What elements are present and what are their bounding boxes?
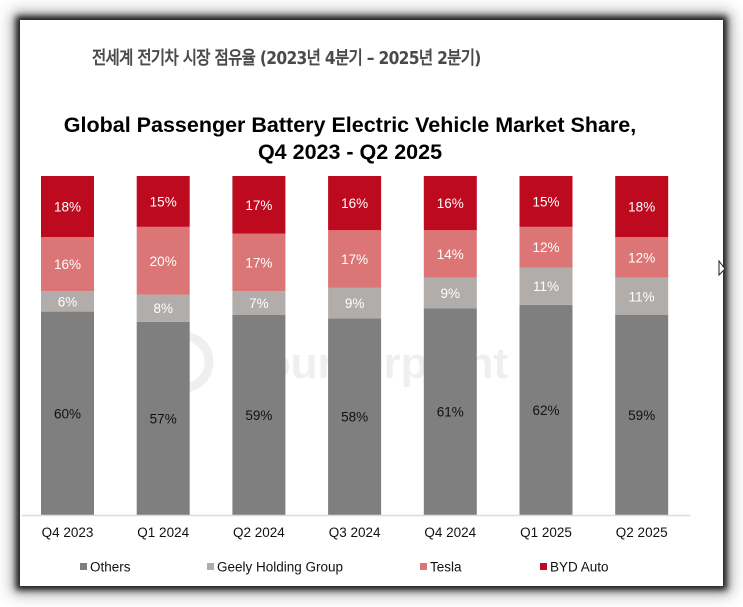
bar-segment-tesla <box>328 230 382 288</box>
bar-segment-byd-auto <box>41 176 94 238</box>
legend-swatch-byd-auto <box>540 563 547 570</box>
bar-segment-byd-auto <box>615 176 669 238</box>
x-tick-label: Q2 2024 <box>233 525 285 540</box>
legend-label-geely-holding-group: Geely Holding Group <box>217 560 343 575</box>
data-label-tesla: 17% <box>245 255 272 270</box>
bar-segment-tesla <box>232 233 286 292</box>
x-tick-label: Q1 2024 <box>137 525 189 540</box>
bar-segment-geely-holding-group <box>328 287 382 319</box>
data-label-geely-holding-group: 11% <box>629 289 655 304</box>
bar-segment-byd-auto <box>423 176 477 231</box>
legend-label-byd-auto: BYD Auto <box>550 560 609 575</box>
data-label-others: 59% <box>245 408 272 423</box>
data-label-others: 60% <box>54 406 81 421</box>
data-label-others: 61% <box>437 405 464 420</box>
bar-segment-tesla <box>136 226 190 295</box>
legend-label-others: Others <box>90 560 131 575</box>
data-label-tesla: 17% <box>341 252 368 267</box>
data-label-byd-auto: 18% <box>628 200 655 215</box>
data-label-tesla: 12% <box>532 240 559 255</box>
bar-segment-geely-holding-group <box>519 267 573 305</box>
bar-segment-tesla <box>41 237 94 292</box>
bar-segment-others <box>232 314 286 515</box>
bar-segment-geely-holding-group <box>41 291 94 312</box>
data-label-others: 57% <box>150 411 177 426</box>
bar-segment-others <box>136 321 190 515</box>
bar-segment-geely-holding-group <box>423 277 477 309</box>
x-tick-label: Q2 2025 <box>616 525 668 540</box>
data-label-others: 59% <box>628 408 655 423</box>
bar-segment-tesla <box>615 237 669 278</box>
data-label-tesla: 14% <box>437 247 464 262</box>
bar-segment-geely-holding-group <box>615 277 669 315</box>
data-label-tesla: 20% <box>150 254 177 269</box>
bar-segment-byd-auto <box>328 176 382 231</box>
legend-swatch-others <box>80 563 87 570</box>
legend-swatch-geely-holding-group <box>207 563 214 570</box>
data-label-geely-holding-group: 8% <box>153 301 173 316</box>
bar-segment-others <box>41 311 94 515</box>
x-tick-labels: Q4 2023 Q1 2024 Q2 2024 Q3 2024 Q4 2024 Q1 20… <box>42 525 668 540</box>
data-label-others: 62% <box>532 403 559 418</box>
bar-segment-others <box>328 318 382 515</box>
bars-layer: 60% 6% 16% 18% 57% 8% 20% 15% 59% 7% 17% 17% 58% 9% 17… <box>41 176 669 515</box>
legend-swatch-tesla <box>420 563 427 570</box>
data-label-others: 58% <box>341 410 368 425</box>
data-label-geely-holding-group: 9% <box>345 296 365 311</box>
data-label-byd-auto: 15% <box>532 194 559 209</box>
bar-segment-tesla <box>423 230 477 278</box>
mouse-cursor-icon <box>718 260 726 277</box>
data-label-byd-auto: 16% <box>437 196 464 211</box>
chart-title-line1: Global Passenger Battery Electric Vehicl… <box>63 113 637 137</box>
bar-segment-others <box>423 308 477 515</box>
bar-segment-others <box>615 314 669 515</box>
bar-segment-others <box>519 304 573 515</box>
korean-title: 전세계 전기차 시장 점유율 (2023년 4분기 – 2025년 2분기) <box>92 48 481 69</box>
data-label-byd-auto: 17% <box>245 198 272 213</box>
data-label-tesla: 12% <box>628 250 655 265</box>
data-label-tesla: 16% <box>54 257 81 272</box>
bar-segment-geely-holding-group <box>136 294 190 322</box>
bar-segment-byd-auto <box>136 176 190 227</box>
data-label-geely-holding-group: 11% <box>533 279 559 294</box>
legend-label-tesla: Tesla <box>430 560 462 575</box>
data-label-geely-holding-group: 7% <box>249 296 269 311</box>
data-label-byd-auto: 18% <box>54 200 81 215</box>
chart-title-line2: Q4 2023 - Q2 2025 <box>257 140 443 164</box>
data-label-geely-holding-group: 9% <box>441 286 461 301</box>
bar-segment-geely-holding-group <box>232 291 286 315</box>
data-label-byd-auto: 15% <box>150 194 177 209</box>
x-tick-label: Q3 2024 <box>329 525 381 540</box>
legend: Others Geely Holding Group Tesla BYD Auto <box>80 560 609 575</box>
x-tick-label: Q4 2023 <box>42 525 94 540</box>
bar-segment-tesla <box>519 226 573 268</box>
bar-segment-byd-auto <box>519 176 573 227</box>
bar-segment-byd-auto <box>232 176 286 234</box>
x-tick-label: Q1 2025 <box>520 525 572 540</box>
data-label-geely-holding-group: 6% <box>58 294 78 309</box>
data-label-byd-auto: 16% <box>341 196 368 211</box>
x-tick-label: Q4 2024 <box>424 525 476 540</box>
chart-title: Global Passenger Battery Electric Vehicl… <box>20 112 680 166</box>
